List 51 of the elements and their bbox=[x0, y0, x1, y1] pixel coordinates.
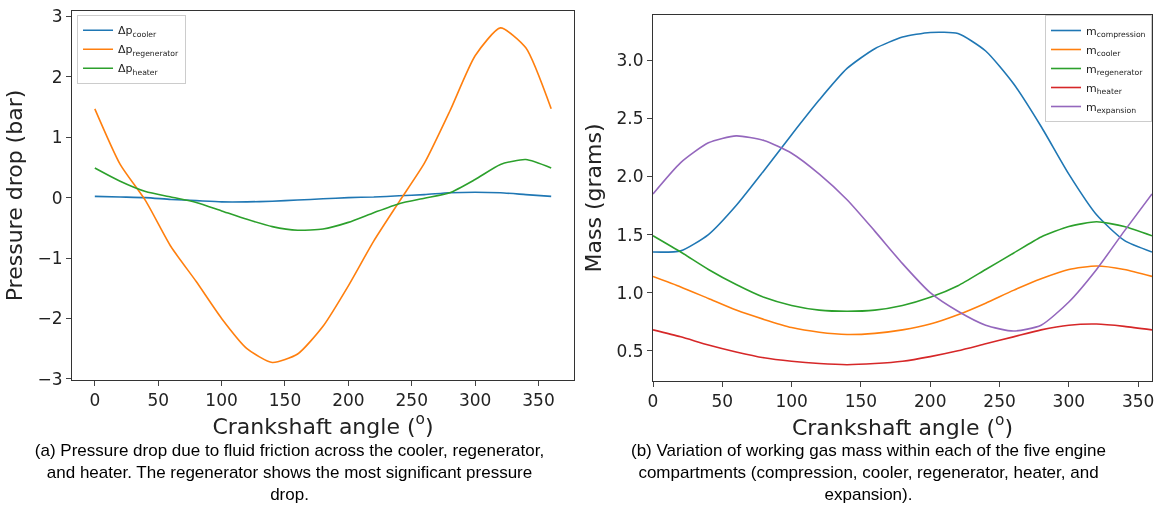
y-tick-label: 2.0 bbox=[616, 166, 644, 187]
x-tick-label: 100 bbox=[775, 391, 808, 412]
legend-label: m$_{regenerator}$ bbox=[1086, 62, 1144, 78]
x-tick-label: 100 bbox=[205, 390, 238, 411]
y-axis-title: Pressure drop (bar) bbox=[2, 89, 28, 302]
line-series bbox=[653, 135, 1152, 332]
x-tick-label: 150 bbox=[844, 391, 878, 412]
legend-label: Δp$_{cooler}$ bbox=[118, 24, 158, 39]
x-tick-label: 50 bbox=[711, 391, 734, 412]
y-tick-label: 2.5 bbox=[616, 108, 644, 129]
legend-label: Δp$_{heater}$ bbox=[118, 62, 159, 77]
x-tick-label: 50 bbox=[147, 390, 170, 411]
line-series bbox=[94, 158, 552, 232]
x-tick-label: 300 bbox=[1052, 391, 1086, 412]
y-tick-label: −1 bbox=[37, 247, 63, 268]
y-tick-label: 1.0 bbox=[616, 282, 644, 303]
line-series bbox=[653, 323, 1152, 366]
x-tick-label: 0 bbox=[647, 391, 659, 412]
line-series bbox=[653, 31, 1152, 253]
x-tick-label: 250 bbox=[983, 391, 1016, 412]
text: (b) Variation of working gas mass within each of the five engine compartments (compression, cooler, regenerator, heater, and expansion). bbox=[630, 440, 1107, 506]
x-axis-title: Crankshaft angle ($^{o}$) bbox=[212, 410, 434, 439]
y-tick-label: 1 bbox=[51, 127, 63, 148]
x-tick-label: 250 bbox=[395, 390, 428, 411]
y-tick-label: 3.0 bbox=[616, 50, 644, 71]
y-tick-label: 0 bbox=[51, 187, 63, 208]
y-tick-label: −2 bbox=[37, 308, 63, 329]
y-axis-title: Mass (grams) bbox=[581, 123, 607, 273]
y-tick-label: −3 bbox=[37, 368, 63, 389]
legend-label: m$_{compression}$ bbox=[1086, 24, 1146, 40]
x-axis-title: Crankshaft angle ($^{o}$) bbox=[791, 411, 1014, 440]
x-tick-label: 200 bbox=[332, 390, 365, 411]
x-tick-label: 200 bbox=[913, 391, 947, 412]
y-tick-label: 0.5 bbox=[616, 340, 644, 361]
legend-label: m$_{cooler}$ bbox=[1086, 43, 1122, 59]
text: (a) Pressure drop due to fluid friction across the cooler, regenerator, and heater. The regenerator shows the most significant pressure drop. bbox=[33, 440, 546, 506]
x-tick-label: 150 bbox=[268, 390, 302, 411]
line-series bbox=[653, 265, 1152, 336]
y-tick-label: 3 bbox=[51, 6, 63, 27]
y-tick-label: 2 bbox=[51, 66, 63, 87]
line-series bbox=[94, 191, 552, 203]
y-tick-label: 1.5 bbox=[616, 224, 644, 245]
x-tick-label: 350 bbox=[522, 390, 555, 411]
x-tick-label: 0 bbox=[89, 390, 101, 411]
x-tick-label: 300 bbox=[458, 390, 492, 411]
legend-label: Δp$_{regenerator}$ bbox=[118, 43, 180, 58]
legend-label: m$_{heater}$ bbox=[1086, 81, 1123, 97]
line-series bbox=[653, 221, 1152, 313]
x-tick-label: 350 bbox=[1121, 391, 1155, 412]
line-series bbox=[94, 27, 552, 364]
legend-label: m$_{expansion}$ bbox=[1086, 100, 1137, 116]
